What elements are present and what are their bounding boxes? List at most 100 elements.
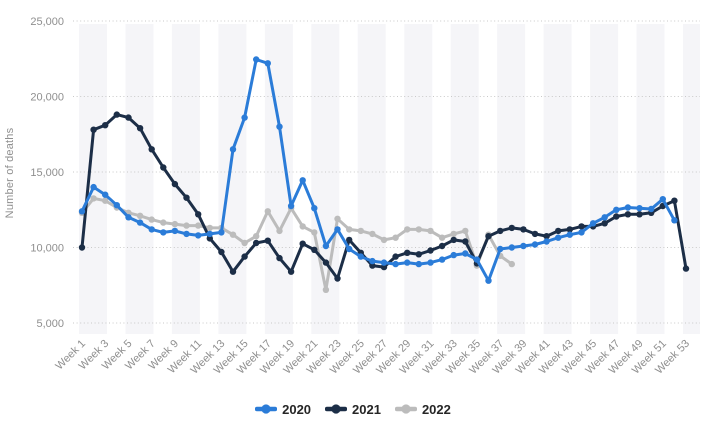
data-point-2022[interactable] [299,223,306,230]
data-point-2022[interactable] [148,216,155,223]
data-point-2020[interactable] [589,220,597,227]
data-point-2020[interactable] [218,229,225,236]
data-point-2020[interactable] [450,251,457,259]
data-point-2021[interactable] [287,268,295,275]
data-point-2022[interactable] [160,219,167,226]
data-point-2020[interactable] [102,191,109,198]
data-point-2021[interactable] [497,227,504,235]
data-point-2020[interactable] [346,245,353,253]
data-point-2020[interactable] [369,257,376,265]
data-point-2022[interactable] [195,222,202,229]
data-point-2021[interactable] [125,114,132,121]
data-point-2021[interactable] [415,251,422,258]
data-point-2021[interactable] [427,247,434,254]
data-point-2020[interactable] [485,277,492,284]
data-point-2020[interactable] [508,244,515,251]
data-point-2021[interactable] [322,259,330,266]
data-point-2020[interactable] [520,242,527,250]
data-point-2022[interactable] [392,234,399,241]
data-point-2021[interactable] [601,220,608,227]
data-point-2020[interactable] [613,206,620,213]
data-point-2022[interactable] [171,220,179,228]
data-point-2021[interactable] [624,211,632,218]
data-point-2022[interactable] [346,226,353,233]
data-point-2022[interactable] [450,230,457,238]
data-point-2020[interactable] [497,245,504,253]
data-point-2021[interactable] [462,238,469,245]
data-point-2022[interactable] [264,208,271,215]
data-point-2021[interactable] [578,223,585,230]
data-point-2022[interactable] [241,239,248,247]
data-point-2020[interactable] [357,253,364,260]
data-point-2020[interactable] [322,242,330,250]
data-point-2020[interactable] [543,238,550,245]
data-point-2022[interactable] [229,231,237,238]
data-point-2022[interactable] [322,286,330,293]
data-point-2020[interactable] [171,227,179,235]
data-point-2021[interactable] [229,268,237,275]
data-point-2021[interactable] [566,226,573,233]
legend-item-2022[interactable]: 2022 [394,402,451,417]
data-point-2021[interactable] [613,213,620,220]
data-point-2020[interactable] [334,226,341,233]
data-point-2021[interactable] [264,237,271,244]
data-point-2021[interactable] [276,254,283,262]
data-point-2020[interactable] [566,231,573,238]
data-point-2021[interactable] [682,265,690,272]
data-point-2020[interactable] [90,183,97,191]
data-point-2021[interactable] [218,248,225,256]
data-point-2021[interactable] [206,235,213,242]
data-point-2020[interactable] [648,205,655,213]
data-point-2022[interactable] [311,229,318,236]
data-point-2020[interactable] [125,214,132,221]
data-point-2022[interactable] [462,227,469,235]
data-point-2020[interactable] [392,260,399,268]
data-point-2022[interactable] [136,212,144,219]
legend-item-2020[interactable]: 2020 [255,402,311,417]
data-point-2022[interactable] [334,215,341,222]
data-point-2020[interactable] [601,214,608,221]
data-point-2021[interactable] [380,263,388,271]
data-point-2021[interactable] [392,253,399,260]
data-point-2020[interactable] [311,205,318,212]
data-point-2021[interactable] [636,211,643,218]
data-point-2021[interactable] [160,164,167,171]
data-point-2022[interactable] [369,230,376,238]
data-point-2020[interactable] [624,204,632,211]
data-point-2022[interactable] [415,226,422,233]
data-point-2020[interactable] [229,146,237,153]
data-point-2022[interactable] [508,260,515,268]
data-point-2021[interactable] [102,122,109,129]
data-point-2021[interactable] [520,226,527,233]
data-point-2022[interactable] [183,222,190,229]
data-point-2022[interactable] [438,234,446,241]
data-point-2021[interactable] [311,246,318,253]
data-point-2020[interactable] [264,60,271,67]
data-point-2020[interactable] [438,256,446,263]
data-point-2022[interactable] [427,227,434,235]
data-point-2021[interactable] [171,180,179,188]
data-point-2020[interactable] [462,250,469,257]
data-point-2022[interactable] [276,227,283,235]
data-point-2021[interactable] [508,224,515,232]
data-point-2022[interactable] [357,227,364,235]
data-point-2020[interactable] [473,256,481,263]
data-point-2020[interactable] [380,259,388,266]
data-point-2020[interactable] [253,56,260,63]
data-point-2021[interactable] [404,249,411,256]
data-point-2020[interactable] [555,234,562,241]
data-point-2020[interactable] [531,241,539,248]
data-point-2020[interactable] [659,196,666,203]
data-point-2021[interactable] [195,211,202,218]
data-point-2021[interactable] [450,236,457,244]
data-point-2021[interactable] [113,111,121,118]
data-point-2021[interactable] [346,236,353,244]
data-point-2021[interactable] [555,227,562,235]
data-point-2020[interactable] [578,229,585,236]
data-point-2022[interactable] [253,233,260,240]
data-point-2020[interactable] [136,219,144,226]
data-point-2020[interactable] [671,217,678,224]
data-point-2020[interactable] [299,177,306,184]
data-point-2022[interactable] [206,224,213,232]
data-point-2020[interactable] [206,230,213,238]
